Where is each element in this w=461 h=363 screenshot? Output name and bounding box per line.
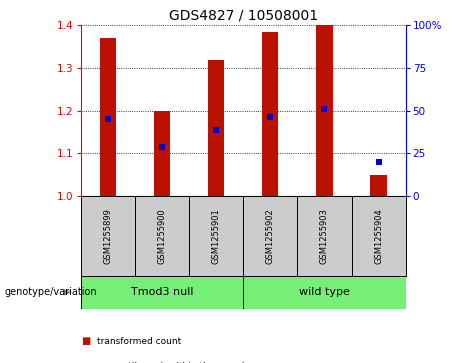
Text: wild type: wild type <box>299 287 350 297</box>
Text: GSM1255904: GSM1255904 <box>374 208 383 264</box>
Bar <box>262 32 278 196</box>
Bar <box>100 38 116 196</box>
Text: Tmod3 null: Tmod3 null <box>130 287 193 297</box>
Bar <box>189 196 243 276</box>
Bar <box>297 196 352 276</box>
Text: percentile rank within the sample: percentile rank within the sample <box>97 362 250 363</box>
Text: GSM1255902: GSM1255902 <box>266 208 275 264</box>
Text: ■: ■ <box>81 336 90 346</box>
Bar <box>316 25 332 196</box>
Bar <box>243 276 406 309</box>
Bar <box>81 276 243 309</box>
Bar <box>81 196 135 276</box>
Text: ■: ■ <box>81 362 90 363</box>
Text: transformed count: transformed count <box>97 337 181 346</box>
Polygon shape <box>64 289 72 296</box>
Text: GSM1255900: GSM1255900 <box>157 208 166 264</box>
Bar <box>352 196 406 276</box>
Text: GSM1255901: GSM1255901 <box>212 208 221 264</box>
Title: GDS4827 / 10508001: GDS4827 / 10508001 <box>169 9 318 23</box>
Bar <box>154 111 170 196</box>
Bar <box>243 196 297 276</box>
Bar <box>208 60 224 196</box>
Text: genotype/variation: genotype/variation <box>5 287 97 297</box>
Text: GSM1255899: GSM1255899 <box>103 208 112 264</box>
Bar <box>135 196 189 276</box>
Text: GSM1255903: GSM1255903 <box>320 208 329 264</box>
Bar <box>371 175 387 196</box>
